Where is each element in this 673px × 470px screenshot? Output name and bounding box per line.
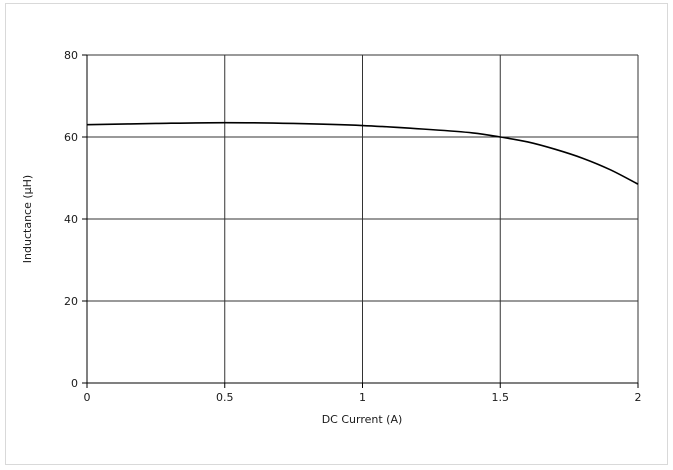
axes [82, 54, 639, 388]
series-layer [86, 121, 639, 185]
x-tick-label: 1 [359, 391, 366, 404]
y-tick-label: 40 [64, 213, 78, 226]
y-axis-title: Inductance (µH) [21, 175, 34, 263]
y-tick-label: 60 [64, 131, 78, 144]
y-tick-labels: 0 20 40 60 80 [64, 49, 78, 390]
series-line [86, 121, 639, 185]
x-tick-label: 2 [635, 391, 642, 404]
x-tick-label: 0.5 [216, 391, 234, 404]
x-axis-title: DC Current (A) [322, 413, 403, 426]
x-tick-labels: 0 0.5 1 1.5 2 [84, 391, 642, 404]
chart-frame [5, 3, 668, 465]
x-tick-label: 0 [84, 391, 91, 404]
x-tick-label: 1.5 [492, 391, 510, 404]
y-tick-label: 20 [64, 295, 78, 308]
y-tick-label: 80 [64, 49, 78, 62]
grid [87, 54, 639, 383]
y-tick-label: 0 [71, 377, 78, 390]
